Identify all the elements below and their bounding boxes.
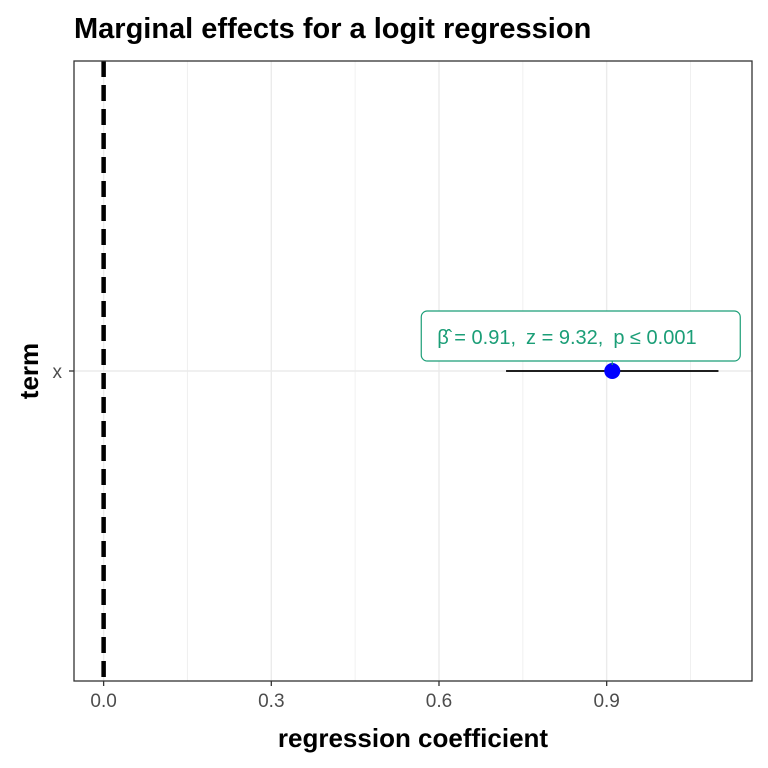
annotation-estimate: β̂ = 0.91, — [437, 327, 516, 349]
x-tick-label: 0.9 — [593, 691, 619, 712]
x-axis-title: regression coefficient — [278, 723, 549, 753]
x-tick-label: 0.3 — [258, 691, 284, 712]
plot-panel: β̂ = 0.91, z = 9.32, p ≤ 0.001 — [73, 60, 753, 682]
point-layer — [604, 363, 621, 379]
annotation-box — [420, 310, 741, 362]
y-axis-ticks: x — [53, 362, 74, 383]
x-tick-label: 0.6 — [426, 691, 452, 712]
y-axis-title: term — [14, 343, 44, 399]
chart-title: Marginal effects for a logit regression — [74, 13, 591, 45]
annotation-layer: β̂ = 0.91, z = 9.32, p ≤ 0.001 — [420, 310, 741, 365]
x-tick-label: 0.0 — [90, 691, 116, 712]
y-tick-label: x — [53, 362, 63, 383]
annotation-z-stat: z = 9.32, — [526, 327, 603, 349]
estimate-annotation-label: β̂ = 0.91, z = 9.32, p ≤ 0.001 — [420, 310, 741, 365]
x-axis-ticks: 0.0 0.3 0.6 0.9 — [90, 681, 620, 712]
estimate-point — [604, 363, 621, 379]
annotation-p-value: p ≤ 0.001 — [613, 327, 696, 349]
annotation-text: β̂ = 0.91, z = 9.32, p ≤ 0.001 — [437, 327, 696, 349]
